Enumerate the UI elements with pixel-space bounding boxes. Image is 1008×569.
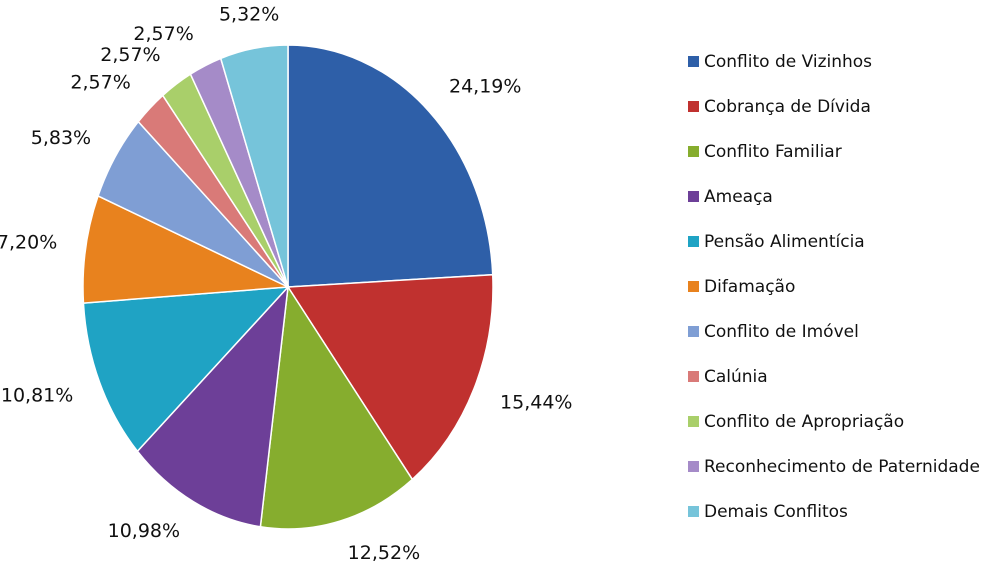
pie-slice: [219, 44, 289, 288]
value-label: 5,32%: [219, 3, 279, 25]
legend-swatch: [688, 416, 699, 427]
value-label: 10,81%: [1, 385, 73, 407]
legend-label: Difamação: [704, 277, 795, 297]
legend-swatch: [688, 56, 699, 67]
value-label: 2,57%: [100, 44, 160, 66]
value-label: 10,98%: [108, 520, 180, 542]
legend-swatch: [688, 506, 699, 517]
legend-swatch: [688, 326, 699, 337]
legend-label: Ameaça: [704, 187, 773, 207]
legend-swatch: [688, 461, 699, 472]
legend: Conflito de Vizinhos Cobrança de Dívida Co…: [688, 52, 980, 522]
value-label: 7,20%: [0, 232, 57, 254]
value-label: 2,57%: [133, 23, 193, 45]
legend-label: Conflito de Vizinhos: [704, 52, 872, 72]
pie-slice: [82, 194, 291, 304]
legend-label: Reconhecimento de Paternidade: [704, 457, 980, 477]
value-label: 12,52%: [348, 542, 420, 564]
legend-swatch: [688, 236, 699, 247]
legend-label: Conflito de Imóvel: [704, 322, 859, 342]
legend-label: Conflito Familiar: [704, 142, 842, 162]
legend-swatch: [688, 371, 699, 382]
legend-swatch: [688, 101, 699, 112]
value-label: 2,57%: [70, 71, 130, 93]
legend-swatch: [688, 281, 699, 292]
value-label: 15,44%: [500, 392, 572, 414]
value-labels: 24,19% 15,44% 12,52% 10,98% 10,81% 7,20% 5,83%…: [0, 3, 572, 564]
legend-swatch: [688, 146, 699, 157]
legend-label: Cobrança de Dívida: [704, 97, 871, 117]
pie: [82, 44, 494, 530]
legend-label: Calúnia: [704, 367, 768, 387]
legend-swatch: [688, 191, 699, 202]
value-label: 24,19%: [449, 76, 521, 98]
value-label: 5,83%: [31, 127, 91, 149]
pie-slice: [82, 286, 290, 453]
legend-label: Pensão Alimentícia: [704, 232, 865, 252]
pie-slice: [287, 44, 494, 288]
pie-slice: [136, 284, 290, 528]
pie-slice: [259, 284, 414, 530]
pie-slice: [286, 273, 494, 481]
legend-label: Conflito de Apropriação: [704, 412, 904, 432]
legend-label: Demais Conflitos: [704, 502, 848, 522]
